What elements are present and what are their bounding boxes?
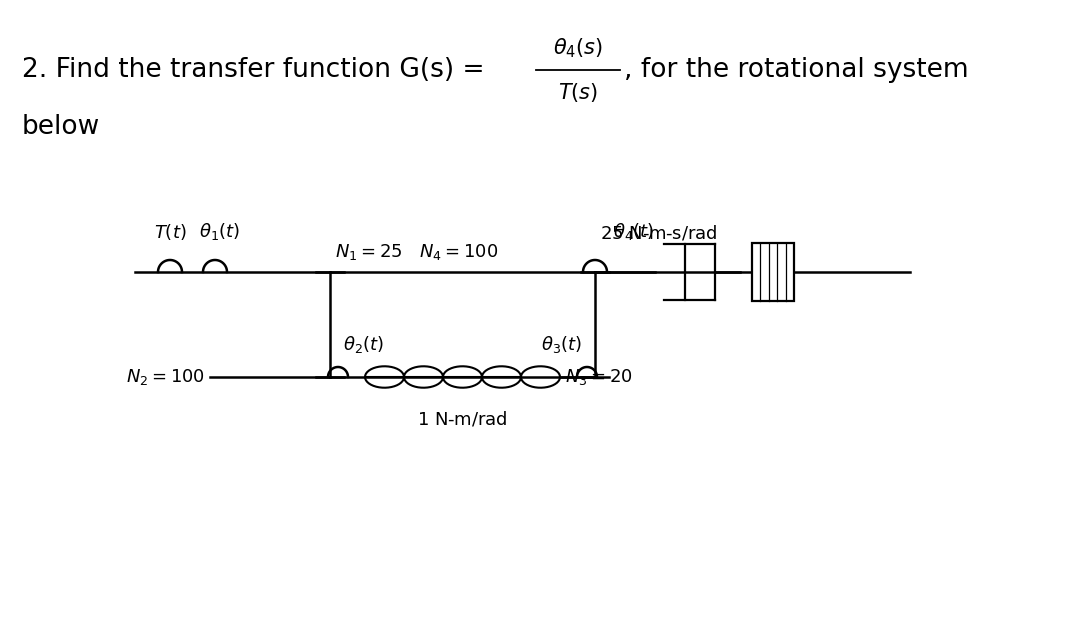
Text: $25$ N-m-s/rad: $25$ N-m-s/rad: [600, 223, 717, 242]
Text: $N_1 = 25$   $N_4 = 100$: $N_1 = 25$ $N_4 = 100$: [335, 242, 498, 262]
Text: $\theta_4(t)$: $\theta_4(t)$: [613, 221, 654, 242]
Text: , for the rotational system: , for the rotational system: [624, 57, 969, 83]
Text: 2. Find the transfer function G(s) =: 2. Find the transfer function G(s) =: [22, 57, 492, 83]
Text: $N_3 = 20$: $N_3 = 20$: [565, 367, 633, 387]
Text: below: below: [22, 114, 100, 140]
Bar: [752, 243, 794, 301]
Text: $\theta_4(s)$: $\theta_4(s)$: [553, 36, 603, 60]
Text: $N_2 = 100$: $N_2 = 100$: [126, 367, 205, 387]
Text: $1$ N-m/rad: $1$ N-m/rad: [417, 409, 508, 428]
Text: $T(t)$: $T(t)$: [153, 222, 186, 242]
Text: $T(s)$: $T(s)$: [558, 80, 598, 104]
Text: $\theta_2(t)$: $\theta_2(t)$: [343, 334, 384, 355]
Text: $\theta_3(t)$: $\theta_3(t)$: [541, 334, 582, 355]
Text: $\theta_1(t)$: $\theta_1(t)$: [200, 221, 241, 242]
